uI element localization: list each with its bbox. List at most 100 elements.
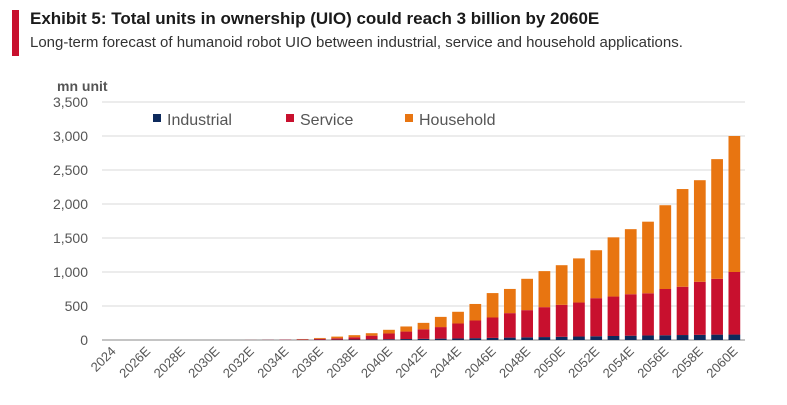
bar-segment-industrial (521, 337, 533, 340)
y-axis-unit-label: mn unit (57, 78, 108, 94)
x-tick-label: 2034E (254, 343, 291, 380)
bar-segment-household (711, 159, 723, 279)
x-tick-label: 2032E (220, 343, 257, 380)
bar-segment-household (400, 326, 413, 332)
x-tick-label: 2052E (565, 343, 602, 380)
bar-segment-service (590, 298, 603, 337)
bar-segment-service (659, 289, 672, 336)
bar-segment-industrial (573, 336, 585, 340)
bar-segment-service (711, 278, 723, 335)
legend-label-industrial: Industrial (167, 112, 232, 129)
title-accent-bar (12, 10, 19, 56)
y-tick-label: 0 (80, 332, 88, 348)
x-tick-label: 2026E (116, 343, 153, 380)
bar-segment-industrial (711, 334, 723, 340)
bar-segment-service (607, 296, 620, 336)
bar-segment-household (538, 271, 551, 308)
bar-segment-service (314, 338, 326, 340)
bar-segment-service (486, 317, 499, 338)
bar-segment-household (728, 136, 741, 272)
bar-segment-household (348, 335, 361, 338)
bar-segment-service (676, 286, 689, 336)
bar-segment-service (365, 335, 378, 340)
bar-segment-industrial (607, 335, 620, 340)
chart-subtitle: Long-term forecast of humanoid robot UIO… (30, 34, 683, 51)
bar-segment-household (659, 205, 672, 289)
legend-swatch-household (405, 114, 413, 122)
bar-segment-service (383, 333, 395, 340)
legend-label-household: Household (419, 112, 496, 129)
bar-segment-household (469, 303, 482, 321)
bar-segment-industrial (452, 338, 464, 340)
bar-segment-service (624, 294, 637, 336)
x-tick-label: 2028E (151, 343, 188, 380)
bar-segment-household (314, 337, 326, 339)
bar-segment-household (521, 278, 533, 311)
x-tick-label: 2050E (531, 343, 568, 380)
bar-segment-industrial (624, 335, 637, 340)
bar-segment-service (693, 281, 706, 335)
bar-segment-service (417, 329, 430, 339)
bar-segment-industrial (676, 335, 689, 340)
bar-segment-household (365, 333, 378, 336)
y-tick-label: 1,500 (53, 230, 88, 246)
bar-segment-household (624, 229, 637, 295)
legend-swatch-service (286, 114, 294, 122)
bar-segment-household (503, 288, 516, 314)
bar-segment-industrial (469, 338, 482, 340)
bar-segment-household (607, 237, 620, 297)
x-tick-label: 2044E (427, 343, 464, 380)
bar-segment-industrial (383, 339, 395, 340)
x-tick-label: 2024 (88, 344, 119, 375)
bar-segment-industrial (538, 337, 551, 340)
bar-segment-service (296, 339, 309, 340)
bar-segment-household (417, 322, 430, 330)
y-tick-label: 500 (65, 298, 89, 314)
bar-segment-industrial (365, 339, 378, 340)
x-tick-label: 2030E (185, 343, 222, 380)
bar-segment-industrial (693, 334, 706, 340)
bar-segment-service (555, 304, 568, 337)
x-tick-label: 2042E (392, 343, 429, 380)
bar-segment-industrial (434, 338, 447, 340)
y-tick-label: 2,000 (53, 196, 88, 212)
bar-segment-service (452, 323, 464, 339)
y-tick-label: 1,000 (53, 264, 88, 280)
x-tick-label: 2046E (462, 343, 499, 380)
bar-segment-service (728, 272, 741, 335)
x-tick-label: 2040E (358, 343, 395, 380)
bar-segment-household (693, 180, 706, 282)
bar-segment-industrial (400, 339, 413, 340)
bar-segment-industrial (659, 335, 672, 340)
bar-segment-service (331, 338, 344, 340)
bar-segment-service (642, 293, 654, 336)
bar-segment-service (434, 327, 447, 339)
x-tick-label: 2036E (289, 343, 326, 380)
bar-segment-service (503, 313, 516, 338)
bar-segment-industrial (417, 338, 430, 340)
x-tick-label: 2058E (669, 343, 706, 380)
bar-segment-industrial (642, 335, 654, 340)
bar-segment-service (521, 310, 533, 338)
chart-title: Exhibit 5: Total units in ownership (UIO… (30, 9, 600, 28)
x-tick-label: 2054E (600, 343, 637, 380)
x-tick-label: 2038E (323, 343, 360, 380)
bar-segment-household (452, 311, 464, 324)
bar-segment-industrial (590, 336, 603, 340)
x-tick-label: 2056E (634, 343, 671, 380)
bar-segment-household (434, 316, 447, 328)
bar-segment-service (400, 331, 413, 340)
bar-segment-household (486, 293, 499, 318)
bar-segment-service (538, 307, 551, 338)
y-tick-label: 2,500 (53, 162, 88, 178)
legend-label-service: Service (300, 112, 353, 129)
legend-swatch-industrial (153, 114, 161, 122)
bar-segment-service (469, 320, 482, 339)
bar-segment-household (676, 189, 689, 287)
bar-segment-service (573, 302, 585, 337)
y-tick-label: 3,000 (53, 128, 88, 144)
y-tick-label: 3,500 (53, 94, 88, 110)
bar-segment-household (555, 265, 568, 305)
x-tick-label: 2060E (703, 343, 740, 380)
bar-segment-industrial (503, 337, 516, 340)
